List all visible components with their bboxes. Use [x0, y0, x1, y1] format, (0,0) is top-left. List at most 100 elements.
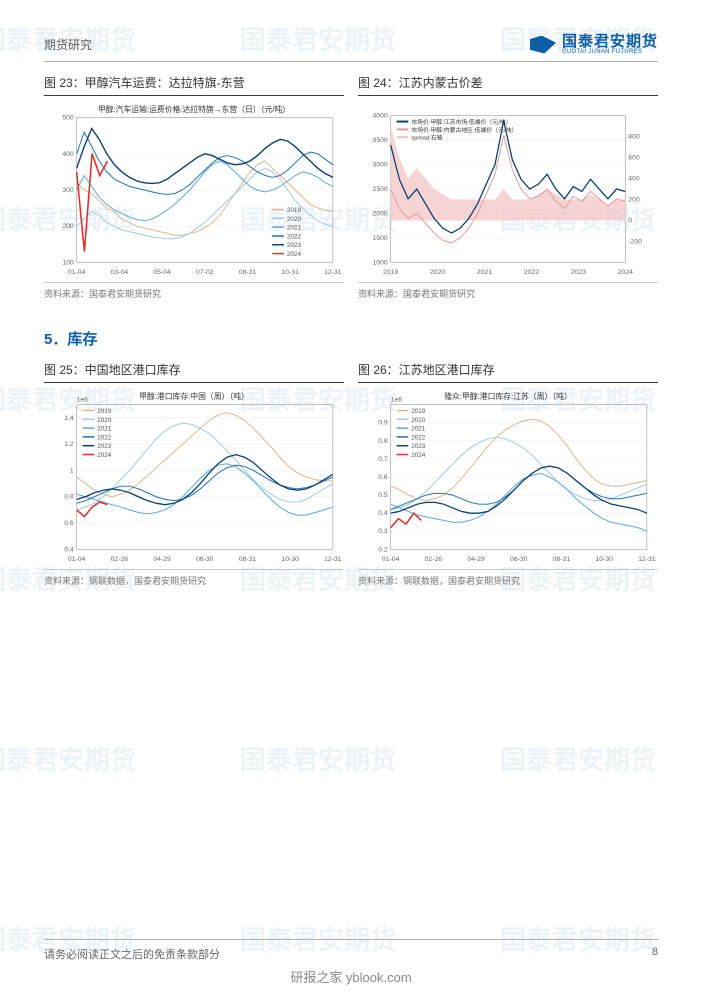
figure-23: 图 23：甲醇汽车运费：达拉特旗-东营 10020030040050001-04…	[44, 74, 344, 300]
svg-text:01-04: 01-04	[68, 269, 86, 276]
svg-text:0.3: 0.3	[378, 528, 388, 535]
svg-text:1: 1	[70, 467, 74, 474]
svg-text:2019: 2019	[97, 408, 112, 415]
brand-name-cn: 国泰君安期货	[562, 34, 658, 49]
svg-text:0.2: 0.2	[378, 546, 388, 553]
svg-text:12-31: 12-31	[638, 556, 656, 563]
svg-text:02-26: 02-26	[111, 556, 129, 563]
svg-text:400: 400	[628, 176, 640, 183]
svg-text:12-31: 12-31	[324, 269, 342, 276]
figure-26-caption: 图 26：江苏地区港口库存	[358, 361, 658, 383]
page-number: 8	[652, 946, 658, 962]
figure-26-source: 资料来源：钢联数据，国泰君安期货研究	[358, 569, 658, 587]
svg-text:800: 800	[628, 134, 640, 141]
svg-text:10-31: 10-31	[281, 269, 299, 276]
svg-text:600: 600	[628, 155, 640, 162]
svg-text:-200: -200	[628, 238, 642, 245]
section-heading-5: 5．库存	[44, 328, 658, 349]
svg-text:08-31: 08-31	[239, 556, 257, 563]
svg-text:2024: 2024	[618, 269, 633, 276]
page-header: 期货研究 国泰君安期货 GUOTAI JUNAN FUTURES	[44, 34, 658, 62]
svg-text:400: 400	[62, 151, 74, 158]
svg-text:2023: 2023	[571, 269, 586, 276]
figure-25: 图 25：中国地区港口库存 0.4 0.6 0.8 1 1.2 1.4 01-04 02-26…	[44, 361, 344, 587]
source-tag: 研报之家 yblook.com	[0, 967, 702, 986]
svg-text:04-29: 04-29	[153, 556, 171, 563]
svg-text:2022: 2022	[287, 233, 302, 240]
svg-text:06-30: 06-30	[196, 556, 214, 563]
svg-text:2020: 2020	[411, 417, 426, 424]
svg-text:2024: 2024	[411, 452, 426, 459]
svg-text:08-31: 08-31	[239, 269, 257, 276]
svg-text:2021: 2021	[97, 426, 112, 433]
svg-text:0.4: 0.4	[64, 546, 74, 553]
figure-23-chart: 10020030040050001-0403-0405-0407-0208-31…	[46, 102, 342, 278]
brand-name-en: GUOTAI JUNAN FUTURES	[562, 49, 658, 55]
svg-text:1e6: 1e6	[391, 397, 403, 404]
svg-text:2500: 2500	[373, 186, 388, 193]
svg-text:1.2: 1.2	[64, 441, 74, 448]
svg-text:2019: 2019	[411, 408, 426, 415]
figure-25-chart: 0.4 0.6 0.8 1 1.2 1.4 01-04 02-26 04-29 06-30 08-3…	[46, 389, 342, 565]
svg-text:隆众:甲醇:港口库存:江苏（周）（吨）: 隆众:甲醇:港口库存:江苏（周）（吨）	[444, 391, 572, 401]
figure-23-caption: 图 23：甲醇汽车运费：达拉特旗-东营	[44, 74, 344, 96]
svg-text:2024: 2024	[97, 452, 112, 459]
brand-logo-icon	[530, 36, 556, 54]
svg-text:2021: 2021	[477, 269, 492, 276]
figure-25-caption: 图 25：中国地区港口库存	[44, 361, 344, 383]
svg-text:10-30: 10-30	[595, 556, 613, 563]
svg-text:2019: 2019	[383, 269, 398, 276]
brand: 国泰君安期货 GUOTAI JUNAN FUTURES	[530, 34, 658, 55]
disclaimer: 请务必阅读正文之后的免责条款部分	[44, 946, 220, 962]
svg-text:0: 0	[628, 217, 632, 224]
svg-text:4000: 4000	[373, 113, 388, 120]
svg-text:04-29: 04-29	[467, 556, 485, 563]
svg-text:06-30: 06-30	[510, 556, 528, 563]
svg-text:0.8: 0.8	[64, 494, 74, 501]
svg-text:2020: 2020	[430, 269, 445, 276]
svg-text:0.4: 0.4	[378, 510, 388, 517]
svg-text:2023: 2023	[97, 443, 112, 450]
svg-text:1.4: 1.4	[64, 415, 74, 422]
svg-text:07-02: 07-02	[196, 269, 214, 276]
svg-text:2021: 2021	[411, 426, 426, 433]
svg-text:2021: 2021	[287, 225, 302, 232]
header-label: 期货研究	[44, 36, 92, 53]
svg-text:05-04: 05-04	[153, 269, 171, 276]
figure-24-chart: 1000150020002500300035004000-20002004006…	[360, 102, 656, 278]
figure-23-source: 资料来源：国泰君安期货研究	[44, 282, 344, 300]
svg-text:甲醇:汽车运输:运费价格:达拉特旗→东营（日）（元/吨）: 甲醇:汽车运输:运费价格:达拉特旗→东营（日）（元/吨）	[98, 104, 290, 114]
svg-text:0.6: 0.6	[378, 474, 388, 481]
svg-text:0.6: 0.6	[64, 520, 74, 527]
svg-text:01-04: 01-04	[68, 556, 86, 563]
page-footer: 请务必阅读正文之后的免责条款部分 8	[44, 939, 658, 962]
svg-text:市场价:甲醇:内蒙古地区:低端价（元/吨）: 市场价:甲醇:内蒙古地区:低端价（元/吨）	[411, 126, 517, 134]
svg-text:0.5: 0.5	[378, 492, 388, 499]
svg-text:2000: 2000	[373, 210, 388, 217]
figure-24-caption: 图 24：江苏内蒙古价差	[358, 74, 658, 96]
figure-24: 图 24：江苏内蒙古价差 1000 1500 2000 2500 3000 3500 400…	[358, 74, 658, 300]
svg-text:甲醇:港口库存:中国（周）（吨）: 甲醇:港口库存:中国（周）（吨）	[139, 391, 249, 401]
svg-text:2019: 2019	[287, 207, 302, 214]
svg-text:3500: 3500	[373, 137, 388, 144]
svg-text:02-26: 02-26	[425, 556, 443, 563]
figure-24-source: 资料来源：国泰君安期货研究	[358, 282, 658, 300]
svg-text:3000: 3000	[373, 162, 388, 169]
svg-text:10-30: 10-30	[281, 556, 299, 563]
svg-text:2024: 2024	[287, 251, 302, 258]
svg-text:100: 100	[62, 259, 74, 266]
svg-text:2020: 2020	[97, 417, 112, 424]
svg-text:01-04: 01-04	[382, 556, 400, 563]
svg-text:1500: 1500	[373, 235, 388, 242]
svg-text:12-31: 12-31	[324, 556, 342, 563]
svg-text:0.9: 0.9	[378, 420, 388, 427]
svg-text:200: 200	[62, 223, 74, 230]
svg-text:2022: 2022	[97, 434, 112, 441]
svg-text:0.8: 0.8	[378, 438, 388, 445]
figure-26: 图 26：江苏地区港口库存 0.20.30.40.50.60.70.80.901…	[358, 361, 658, 587]
svg-text:08-31: 08-31	[553, 556, 571, 563]
svg-text:市场价:甲醇:江苏市场:低端价（元/吨）: 市场价:甲醇:江苏市场:低端价（元/吨）	[411, 118, 511, 126]
svg-text:spread:右轴: spread:右轴	[411, 134, 442, 142]
svg-text:2023: 2023	[287, 242, 302, 249]
svg-text:1000: 1000	[373, 259, 388, 266]
